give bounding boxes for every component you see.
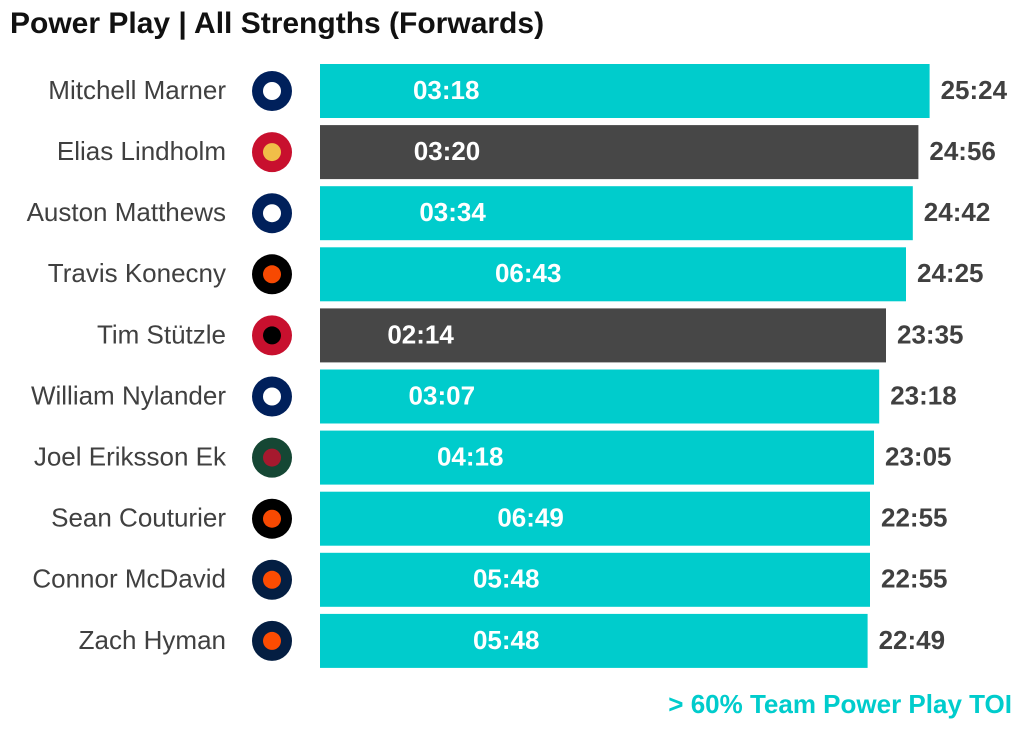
value-label: 24:42	[924, 197, 991, 227]
category-label: William Nylander	[31, 380, 226, 410]
inner-label: 03:20	[414, 136, 481, 166]
inner-label: 06:49	[497, 503, 564, 533]
inner-label: 05:48	[473, 625, 540, 655]
chart-title: Power Play | All Strengths (Forwards)	[10, 7, 544, 40]
value-label: 22:55	[881, 564, 948, 594]
category-label: Travis Konecny	[48, 258, 226, 288]
inner-label: 04:18	[437, 441, 504, 471]
value-label: 23:35	[897, 319, 964, 349]
inner-label: 05:48	[473, 564, 540, 594]
value-label: 22:55	[881, 503, 948, 533]
category-label: Auston Matthews	[27, 197, 226, 227]
team-logo-inner	[263, 326, 281, 345]
category-label: Zach Hyman	[79, 625, 226, 655]
bar	[320, 369, 880, 424]
inner-label: 03:07	[409, 380, 476, 410]
team-logo-inner	[263, 265, 281, 284]
bar	[320, 613, 868, 668]
category-label: Sean Couturier	[51, 503, 226, 533]
team-logo-inner	[263, 570, 281, 589]
category-label: Connor McDavid	[32, 564, 226, 594]
category-label: Elias Lindholm	[57, 136, 226, 166]
category-label: Mitchell Marner	[48, 75, 226, 105]
category-label: Joel Eriksson Ek	[34, 441, 227, 471]
bar	[320, 552, 870, 607]
value-label: 25:24	[941, 75, 1008, 105]
bar	[320, 186, 913, 241]
team-logo-inner	[263, 631, 281, 650]
bar	[320, 125, 919, 180]
bar	[320, 308, 886, 363]
inner-label: 02:14	[387, 319, 454, 349]
team-logo-inner	[263, 509, 281, 528]
value-label: 22:49	[879, 625, 946, 655]
team-logo-inner	[263, 143, 281, 162]
bar	[320, 64, 930, 118]
legend-note: > 60% Team Power Play TOI	[668, 689, 1012, 719]
bar	[320, 491, 870, 546]
team-logo-inner	[263, 82, 281, 100]
team-logo-inner	[263, 387, 281, 406]
value-label: 23:18	[890, 380, 957, 410]
bar	[320, 247, 906, 302]
bar	[320, 430, 874, 485]
value-label: 24:56	[929, 136, 996, 166]
inner-label: 03:18	[413, 75, 480, 105]
category-label: Tim Stützle	[97, 319, 226, 349]
inner-label: 06:43	[495, 258, 562, 288]
value-label: 23:05	[885, 441, 952, 471]
inner-label: 03:34	[419, 197, 486, 227]
value-label: 24:25	[917, 258, 984, 288]
team-logo-inner	[263, 204, 281, 223]
team-logo-inner	[263, 448, 281, 467]
